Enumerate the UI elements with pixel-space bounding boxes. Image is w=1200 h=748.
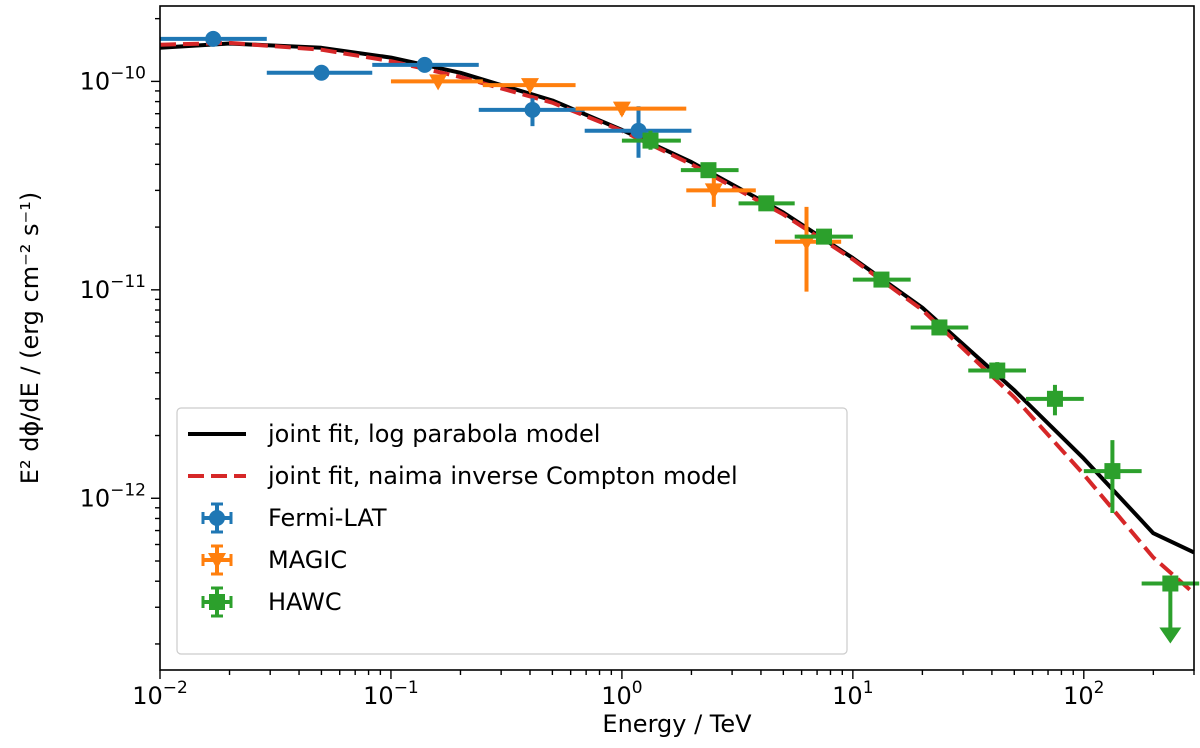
marker-circle <box>416 56 433 73</box>
marker-square <box>989 362 1006 379</box>
legend-marker <box>209 594 225 610</box>
marker-square <box>1162 575 1179 592</box>
y-tick-label: 10−10 <box>80 63 146 95</box>
marker-square <box>1104 463 1121 480</box>
marker-triangle-down <box>520 78 539 95</box>
x-axis-label: Energy / TeV <box>602 710 752 738</box>
marker-square <box>931 319 948 336</box>
marker-square <box>758 195 775 212</box>
legend-label: MAGIC <box>268 546 347 574</box>
legend: joint fit, log parabola model joint fit, … <box>176 407 848 655</box>
marker-circle <box>524 101 541 118</box>
data-point <box>794 228 853 245</box>
marker-circle <box>630 122 647 139</box>
plot-frame <box>159 5 1195 671</box>
data-point <box>584 106 692 158</box>
data-point <box>160 30 267 47</box>
data-point <box>266 64 373 81</box>
marker-triangle-down <box>797 234 816 251</box>
upper-limit-arrowhead <box>1159 627 1182 644</box>
data-point <box>852 271 911 288</box>
data-points <box>160 30 1200 644</box>
data-point <box>1141 575 1200 644</box>
y-axis-ticks: 10−12 10−11 10−10 <box>80 17 160 645</box>
data-point <box>738 195 795 212</box>
data-point <box>968 362 1027 380</box>
marker-square <box>816 228 833 245</box>
x-axis-ticks: 10−2 10−1 100 101 102 <box>132 670 1195 710</box>
data-point <box>686 176 756 207</box>
legend-marker <box>208 553 226 569</box>
data-point <box>1026 384 1084 416</box>
data-point <box>1083 440 1142 513</box>
x-tick-label: 101 <box>832 678 873 710</box>
y-tick-label: 10−12 <box>80 480 146 512</box>
model-line-2 <box>159 40 1196 595</box>
x-tick-label: 100 <box>601 678 642 710</box>
marker-square <box>642 132 659 149</box>
x-tick-label: 10−1 <box>363 678 419 710</box>
legend-label: Fermi-LAT <box>268 504 387 532</box>
marker-square <box>700 162 717 179</box>
legend-label: HAWC <box>268 588 342 616</box>
model-curves <box>159 40 1196 595</box>
y-axis-label: E² dϕ/dE / (erg cm⁻² s⁻¹) <box>16 192 44 484</box>
marker-circle <box>313 64 330 81</box>
marker-triangle-down <box>704 183 723 200</box>
legend-label: joint fit, log parabola model <box>267 420 600 448</box>
legend-label: joint fit, naima inverse Compton model <box>267 462 738 490</box>
data-point <box>680 162 739 179</box>
marker-triangle-down <box>612 101 631 118</box>
y-tick-label: 10−11 <box>80 272 146 304</box>
data-point <box>774 206 842 292</box>
data-point <box>575 101 687 118</box>
legend-frame <box>176 407 848 655</box>
data-point <box>482 78 576 95</box>
x-tick-label: 102 <box>1063 678 1104 710</box>
marker-triangle-down <box>429 74 448 91</box>
marker-square <box>873 271 890 288</box>
data-point <box>478 98 585 127</box>
x-tick-label: 10−2 <box>132 678 188 710</box>
data-point <box>372 56 479 73</box>
data-point <box>621 130 681 150</box>
marker-circle <box>205 30 222 47</box>
data-point <box>390 74 483 91</box>
marker-square <box>1046 390 1063 407</box>
legend-marker <box>209 510 225 526</box>
model-line-1 <box>159 41 1195 555</box>
data-point <box>910 319 969 336</box>
